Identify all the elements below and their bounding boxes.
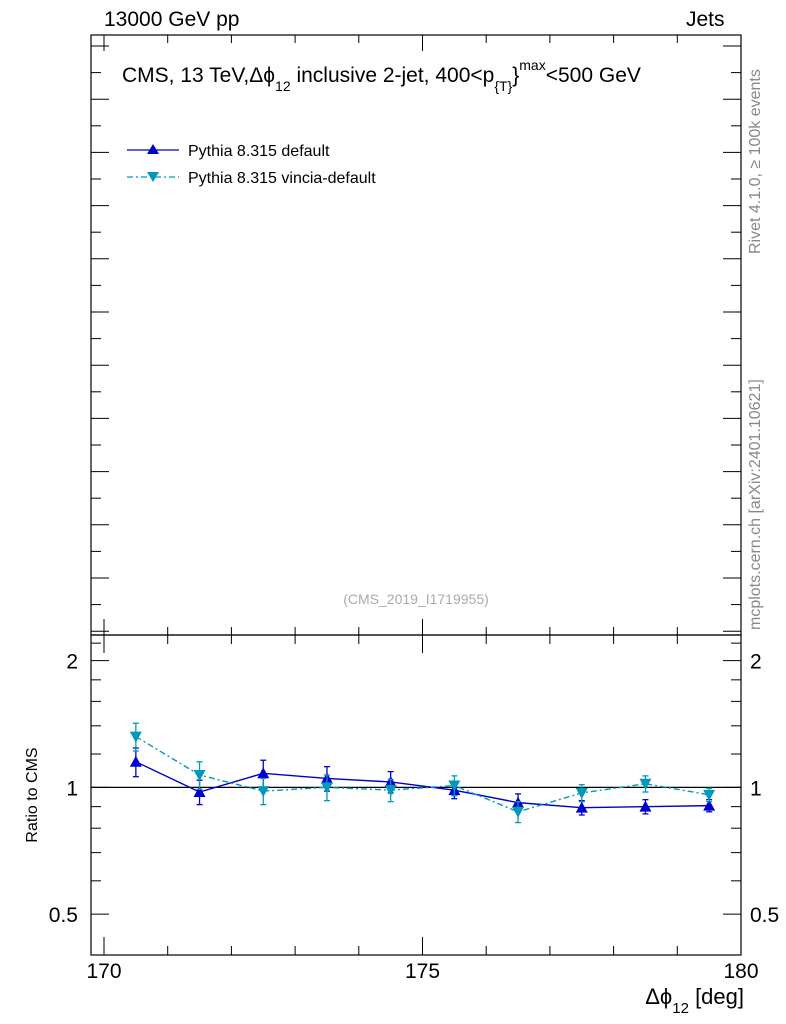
series-default xyxy=(129,747,716,816)
series-line xyxy=(135,735,710,813)
series-line xyxy=(135,761,710,809)
main-panel-frame xyxy=(90,34,742,636)
ratio-panel-frame xyxy=(90,634,742,956)
ratio-xtick-label: 180 xyxy=(723,960,758,983)
legend-entry-default: Pythia 8.315 default xyxy=(127,143,330,160)
data-point xyxy=(575,787,588,799)
main-panel-ticks xyxy=(91,35,742,635)
data-point xyxy=(575,801,588,813)
data-point xyxy=(512,806,525,818)
legend-label-default: Pythia 8.315 default xyxy=(188,143,330,160)
data-point xyxy=(703,789,716,801)
data-point xyxy=(639,778,652,790)
data-point xyxy=(257,786,270,798)
ratio-ytick-label-left: 1 xyxy=(66,777,78,800)
chart-title: CMS, 13 TeV,Δϕ12 inclusive 2-jet, 400<p{… xyxy=(122,57,641,94)
ratio-ytick-label-left: 0.5 xyxy=(49,904,78,927)
legend-marker-triangle-down xyxy=(147,172,159,182)
ratio-ytick-label-left: 2 xyxy=(66,651,78,674)
ratio-axis-labels: 0.5 0.5 1 1 2 2 170 175 180 xyxy=(49,651,779,983)
ratio-ytick-label-right: 0.5 xyxy=(750,904,779,927)
data-point xyxy=(639,800,652,812)
data-point xyxy=(320,782,333,794)
ratio-xtick-label: 175 xyxy=(405,960,440,983)
data-point xyxy=(129,731,142,743)
data-point xyxy=(448,780,461,792)
watermark: (CMS_2019_I1719955) xyxy=(343,591,489,607)
header-left: 13000 GeV pp xyxy=(104,8,240,31)
ratio-xlabel: Δϕ12 [deg] xyxy=(645,984,744,1017)
series-vincia xyxy=(129,722,716,824)
data-point xyxy=(384,785,397,797)
ratio-xtick-label: 170 xyxy=(86,960,121,983)
legend-label-vincia: Pythia 8.315 vincia-default xyxy=(188,170,376,187)
ratio-ytick-label-right: 1 xyxy=(750,777,762,800)
legend: Pythia 8.315 default Pythia 8.315 vincia… xyxy=(127,143,376,187)
data-point xyxy=(257,767,270,779)
data-point xyxy=(193,786,206,798)
series-layer xyxy=(129,722,716,824)
ratio-panel-ticks xyxy=(91,635,742,956)
ratio-ylabel: Ratio to CMS xyxy=(24,747,41,842)
data-point xyxy=(129,755,142,767)
header-right: Jets xyxy=(686,8,725,31)
data-point xyxy=(703,799,716,811)
data-point xyxy=(193,769,206,781)
ratio-ytick-label-right: 2 xyxy=(750,651,762,674)
legend-marker-triangle-up xyxy=(147,144,159,154)
legend-entry-vincia: Pythia 8.315 vincia-default xyxy=(127,170,376,187)
